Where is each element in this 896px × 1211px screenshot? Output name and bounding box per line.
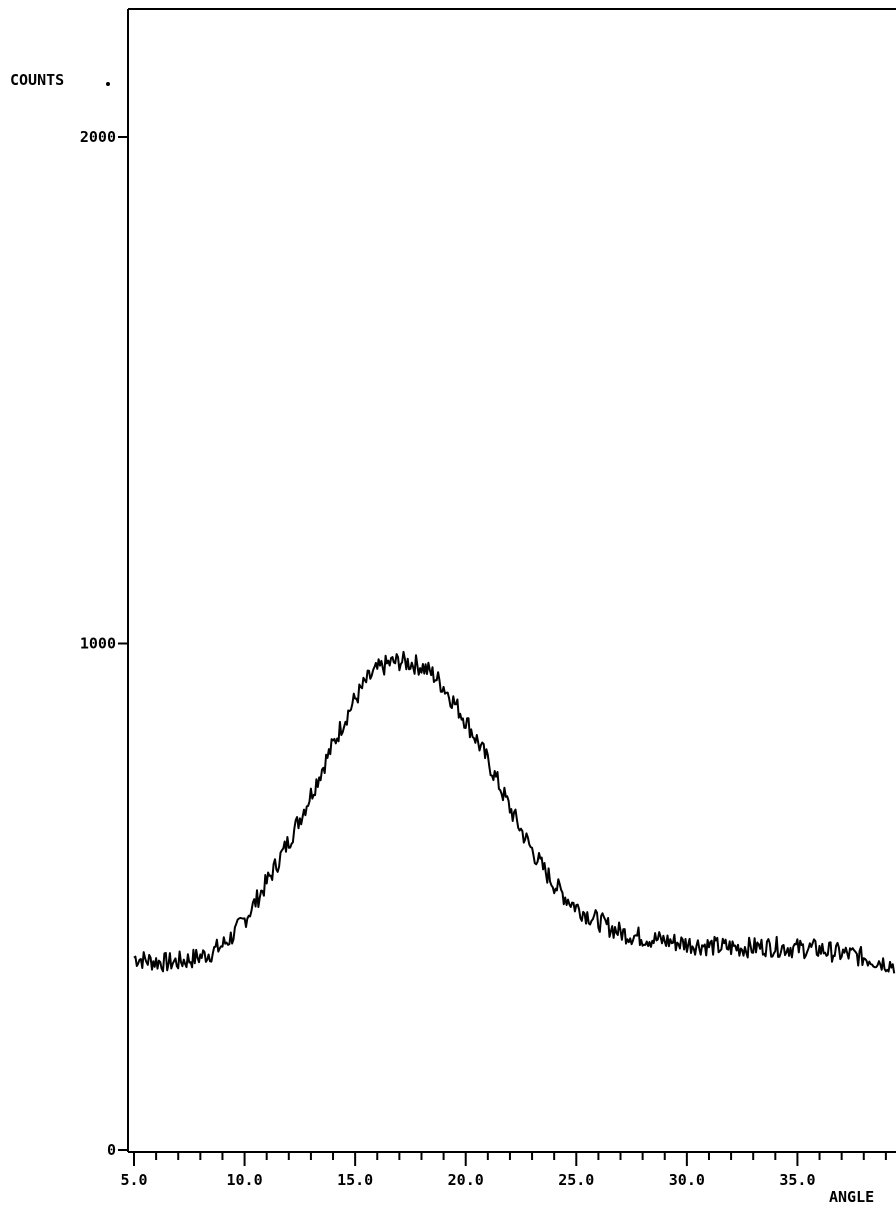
xrd-trace-series-0	[133, 650, 896, 974]
y-axis-label-dot	[106, 82, 110, 86]
x-minor-ticks	[155, 1152, 887, 1160]
x-ticks: 5.0 10.0 15.0 20.0 25.0 30.0 35.0	[120, 1152, 815, 1189]
x-tick-label: 5.0	[120, 1171, 147, 1189]
series-layer	[133, 650, 896, 974]
x-tick-label: 30.0	[669, 1171, 705, 1189]
y-axis-label: COUNTS	[10, 71, 64, 89]
y-ticks: 0 1000 2000	[80, 128, 128, 1159]
y-tick-label: 2000	[80, 128, 116, 146]
x-tick-label: 20.0	[448, 1171, 484, 1189]
x-tick-label: 15.0	[337, 1171, 373, 1189]
y-tick-label: 1000	[80, 635, 116, 653]
x-tick-label: 25.0	[558, 1171, 594, 1189]
x-tick-label: 10.0	[227, 1171, 263, 1189]
x-axis-label: ANGLE	[829, 1188, 874, 1206]
y-tick-label: 0	[107, 1141, 116, 1159]
x-tick-label: 35.0	[779, 1171, 815, 1189]
